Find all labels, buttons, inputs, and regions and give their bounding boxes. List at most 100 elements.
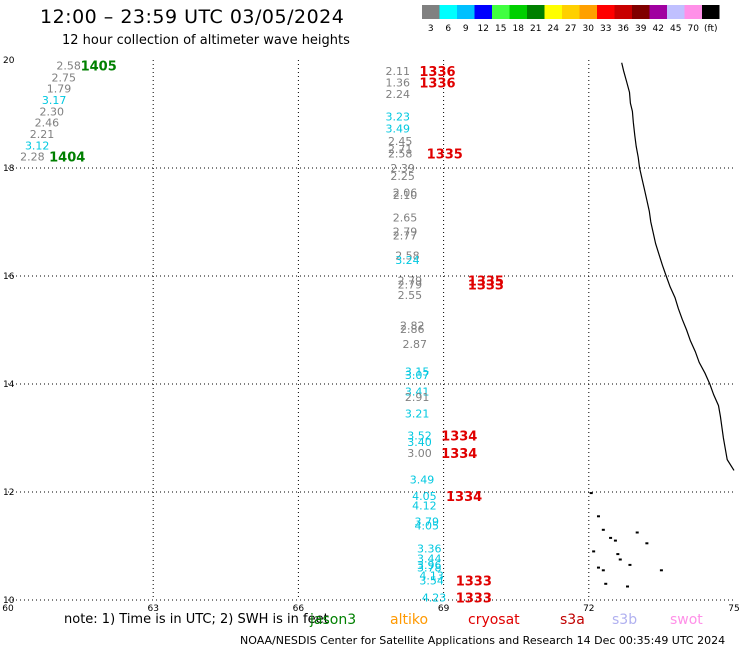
- swh-value: 2.77: [393, 230, 418, 243]
- island-mark: [589, 492, 593, 495]
- axis-ticks: 60 63 66 69 72 75 20 18 16 14 12 10: [2, 56, 739, 614]
- lat-tick-label: 10: [3, 596, 15, 606]
- pass-time-label: 1336: [419, 65, 455, 80]
- swh-value: 3.44: [417, 552, 442, 565]
- lon-tick-label: 63: [147, 604, 158, 614]
- colorbar-swatch: [597, 5, 615, 19]
- colorbar-label: 36: [618, 24, 630, 34]
- colorbar-swatch: [632, 5, 650, 19]
- colorbar-swatch: [667, 5, 685, 19]
- swh-value: 3.78: [417, 562, 442, 575]
- colorbar-label: 12: [478, 24, 489, 34]
- swh-value: 2.45: [388, 135, 413, 148]
- lon-tick-label: 72: [583, 604, 594, 614]
- colorbar-label: 21: [530, 24, 541, 34]
- colorbar-label: 39: [635, 24, 647, 34]
- colorbar-label: 24: [548, 24, 560, 34]
- colorbar-swatch: [702, 5, 720, 19]
- lat-tick-label: 20: [3, 56, 15, 66]
- island-mark: [596, 515, 600, 518]
- island-mark: [609, 536, 613, 539]
- swh-value: 2.21: [30, 128, 54, 141]
- colorbar-label: 70: [688, 24, 700, 34]
- pass-time-label: 1333: [468, 279, 504, 294]
- swh-value: 4.13: [419, 570, 444, 583]
- island-mark: [601, 569, 605, 572]
- swh-value: 3.17: [42, 94, 67, 107]
- island-mark: [628, 563, 632, 566]
- pass-time-label: 1334: [446, 490, 482, 505]
- swh-value: 3.41: [405, 386, 430, 399]
- colorbar-label: 30: [583, 24, 595, 34]
- swh-value: 3.79: [415, 516, 440, 529]
- swh-value: 2.71: [388, 143, 413, 156]
- swh-value: 2.79: [393, 226, 418, 239]
- swh-value: 4.12: [412, 500, 437, 513]
- swh-value: 2.55: [398, 289, 423, 302]
- legend-swot: swot: [670, 612, 703, 628]
- lat-tick-label: 12: [3, 488, 14, 498]
- swh-value: 4.23: [422, 591, 447, 604]
- legend-jason3: jason3: [310, 612, 357, 628]
- pass-time-label: 1335: [427, 147, 463, 162]
- island-mark: [659, 569, 663, 572]
- colorbar-swatch: [649, 5, 667, 19]
- swh-value: 2.65: [393, 212, 418, 225]
- swh-value: 2.24: [386, 88, 411, 101]
- chart-subtitle: 12 hour collection of altimeter wave hei…: [62, 33, 350, 48]
- lat-tick-label: 16: [3, 272, 15, 282]
- swh-value: 2.87: [402, 338, 427, 351]
- credit-line: NOAA/NESDIS Center for Satellite Applica…: [240, 634, 726, 647]
- colorbar-swatch: [492, 5, 510, 19]
- swh-value: 2.11: [386, 65, 411, 78]
- swh-value: 1.36: [386, 77, 411, 90]
- legend-s3b: s3b: [612, 612, 638, 628]
- lon-tick-label: 66: [293, 604, 305, 614]
- swh-value: 2.86: [400, 323, 425, 336]
- colorbar-swatch: [684, 5, 702, 19]
- lat-tick-label: 18: [3, 164, 15, 174]
- swh-value: 2.28: [20, 151, 44, 164]
- coastline: [589, 62, 735, 588]
- swh-value: 3.49: [386, 123, 411, 136]
- colorbar-label: 6: [445, 24, 451, 34]
- colorbar-label: 3: [428, 24, 434, 34]
- island-mark: [626, 585, 630, 588]
- wave-height-observations: 2.582.751.793.172.302.462.213.122.282.11…: [20, 59, 446, 604]
- colorbar-label: 42: [653, 24, 664, 34]
- swh-value: 2.79: [398, 279, 423, 292]
- island-mark: [616, 553, 620, 556]
- swh-value: 3.36: [417, 543, 442, 556]
- lon-tick-label: 69: [438, 604, 450, 614]
- swh-value: 2.82: [400, 320, 425, 333]
- swh-value: 1.79: [47, 83, 72, 96]
- legend-altiko: altiko: [390, 612, 429, 628]
- pass-time-label: 1405: [81, 59, 117, 74]
- swh-value: 2.58: [56, 59, 81, 72]
- swh-value: 3.07: [405, 369, 430, 382]
- lon-tick-label: 60: [2, 604, 14, 614]
- swh-value: 2.30: [39, 105, 64, 118]
- colorbar-swatch: [474, 5, 492, 19]
- pass-time-label: 1334: [441, 447, 477, 462]
- swh-value: 3.49: [410, 474, 435, 487]
- colorbar-swatch: [544, 5, 562, 19]
- pass-time-label: 1336: [419, 77, 455, 92]
- swh-value: 2.58: [388, 147, 413, 160]
- swh-value: 3.52: [407, 429, 432, 442]
- swh-value: 3.24: [395, 254, 420, 267]
- colorbar-label: 33: [600, 24, 611, 34]
- colorbar-swatch: [457, 5, 475, 19]
- swh-value: 3.40: [407, 436, 432, 449]
- colorbar-label: 9: [463, 24, 469, 34]
- colorbar-label: (ft): [704, 24, 718, 34]
- colorbar-swatch: [562, 5, 580, 19]
- footnote: note: 1) Time is in UTC; 2) SWH is in fe…: [64, 612, 329, 627]
- colorbar-swatch: [579, 5, 597, 19]
- legend-s3a: s3a: [560, 612, 585, 628]
- colorbar-label: 18: [513, 24, 525, 34]
- legend-cryosat: cryosat: [468, 612, 520, 628]
- swh-value: 3.96: [417, 559, 442, 572]
- island-mark: [613, 539, 617, 542]
